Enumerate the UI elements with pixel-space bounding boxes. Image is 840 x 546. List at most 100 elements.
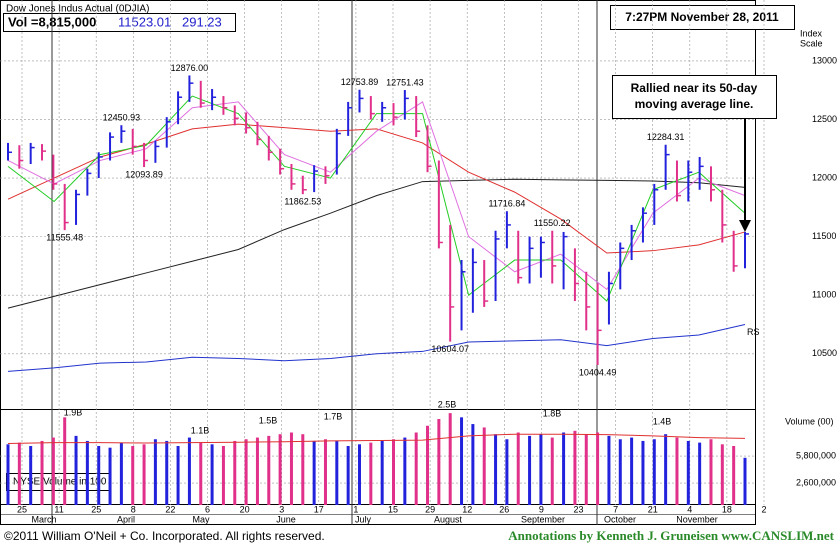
price-annotation: 11550.22 xyxy=(534,218,571,228)
volume-bar xyxy=(119,442,123,505)
volume-bar xyxy=(403,437,407,505)
chart-title: Dow Jones Indus Actual (0DJIA) xyxy=(6,4,149,15)
timestamp: 7:27PM November 28, 2011 xyxy=(625,10,779,24)
volume-bar xyxy=(630,437,634,505)
change-text: 291.23 xyxy=(182,14,222,29)
price-annotation: 11555.48 xyxy=(46,233,83,243)
volume-bar xyxy=(550,437,554,505)
volume-bar xyxy=(369,442,373,505)
callout-text: Rallied near its 50-day xyxy=(631,81,758,95)
volume-bar xyxy=(709,439,713,505)
volume-bar xyxy=(516,432,520,505)
volume-bar xyxy=(448,413,452,505)
volume-bar xyxy=(573,430,577,505)
price-annotation: 12284.31 xyxy=(647,132,685,142)
volume-bar xyxy=(426,425,430,505)
volume-bar xyxy=(199,442,203,505)
volume-bar xyxy=(312,440,316,505)
volume-bar xyxy=(460,417,464,505)
callout-box xyxy=(612,75,777,119)
plot: 25 11 25 8 22 6 20 3 17 1 15 29 12 26 9 23 7 21 4 18 2 March A… xyxy=(0,0,837,525)
volume-bar xyxy=(142,444,146,505)
x-tick-label: 12 xyxy=(462,504,472,514)
x-tick-label: 6 xyxy=(205,504,210,514)
y-tick-label: 13000 xyxy=(812,55,837,65)
moving-average-line xyxy=(7,178,746,309)
volume-bar xyxy=(278,434,282,505)
x-tick-label: 25 xyxy=(17,504,27,514)
volume-annotation: 1.1B xyxy=(191,425,210,435)
x-tick-label: 22 xyxy=(165,504,175,514)
x-tick-label: 15 xyxy=(388,504,398,514)
volume-bar xyxy=(471,424,475,505)
moving-average-line xyxy=(7,323,746,372)
arrow-head xyxy=(739,220,751,232)
volume-bar xyxy=(505,439,509,505)
volume-average-line xyxy=(7,433,746,444)
volume-bar xyxy=(482,427,486,505)
volume-bar xyxy=(187,437,191,505)
month-label: April xyxy=(117,514,135,524)
volume-tick-label: 5,800,000 xyxy=(796,450,836,460)
series-label: RS xyxy=(747,327,760,337)
month-label: July xyxy=(355,514,372,524)
volume-bar xyxy=(437,419,441,505)
volume-bar xyxy=(641,440,645,505)
volume-bar xyxy=(494,434,498,505)
volume-bar xyxy=(221,445,225,505)
volume-bar xyxy=(618,439,622,505)
volume-bar xyxy=(63,417,67,505)
volume-bar xyxy=(335,440,339,505)
x-tick-label: 9 xyxy=(539,504,544,514)
y-tick-label: 12500 xyxy=(812,114,837,124)
volume-bar xyxy=(210,444,214,505)
x-tick-label: 18 xyxy=(722,504,732,514)
price-annotation: 10404.49 xyxy=(579,367,617,377)
volume-bar xyxy=(392,439,396,505)
x-tick-label: 7 xyxy=(613,504,618,514)
footer-left: ©2011 William O'Neil + Co. Incorporated.… xyxy=(4,529,325,543)
volume-bar xyxy=(607,435,611,505)
y-tick-label: 12000 xyxy=(812,172,837,182)
volume-bar xyxy=(267,435,271,505)
axis-label: Index xyxy=(800,28,823,38)
volume-bar xyxy=(74,435,78,505)
x-tick-label: 23 xyxy=(573,504,583,514)
volume-bar xyxy=(17,442,21,505)
volume-tick-label: 2,600,000 xyxy=(796,477,836,487)
price-annotation: 10604.07 xyxy=(431,344,469,354)
moving-average-line xyxy=(7,95,746,302)
volume-bar xyxy=(51,437,55,505)
volume-bar xyxy=(40,440,44,505)
month-label: August xyxy=(434,514,463,524)
volume-bar xyxy=(698,442,702,505)
volume-bar xyxy=(346,445,350,505)
volume-bar xyxy=(97,445,101,505)
x-tick-label: 26 xyxy=(499,504,509,514)
footer-right: Annotations by Kenneth J. Gruneisen www.… xyxy=(508,528,834,543)
volume-bar xyxy=(562,432,566,505)
volume-annotation: 1.9B xyxy=(64,407,83,417)
price-annotation: 12753.89 xyxy=(341,77,379,87)
x-tick-label: 20 xyxy=(240,504,250,514)
volume-bar xyxy=(664,434,668,505)
x-tick-label: 1 xyxy=(353,504,358,514)
y-tick-label: 11000 xyxy=(812,290,836,300)
volume-bar xyxy=(743,457,747,505)
header-box xyxy=(3,13,236,32)
axis-label: Scale xyxy=(800,38,823,48)
volume-annotation: 1.8B xyxy=(543,408,562,418)
month-label: November xyxy=(676,514,718,524)
volume-label: Volume (00) xyxy=(785,416,834,426)
volume-bar xyxy=(652,439,656,505)
x-tick-label: 21 xyxy=(648,504,658,514)
volume-bar xyxy=(323,439,327,505)
volume-bar xyxy=(29,445,33,505)
volume-bar xyxy=(686,440,690,505)
x-tick-label: 3 xyxy=(279,504,284,514)
x-tick-label: 25 xyxy=(91,504,101,514)
price-annotation: 11862.53 xyxy=(284,197,321,207)
volume-annotation: 1.4B xyxy=(653,416,672,426)
volume-bar xyxy=(301,434,305,505)
